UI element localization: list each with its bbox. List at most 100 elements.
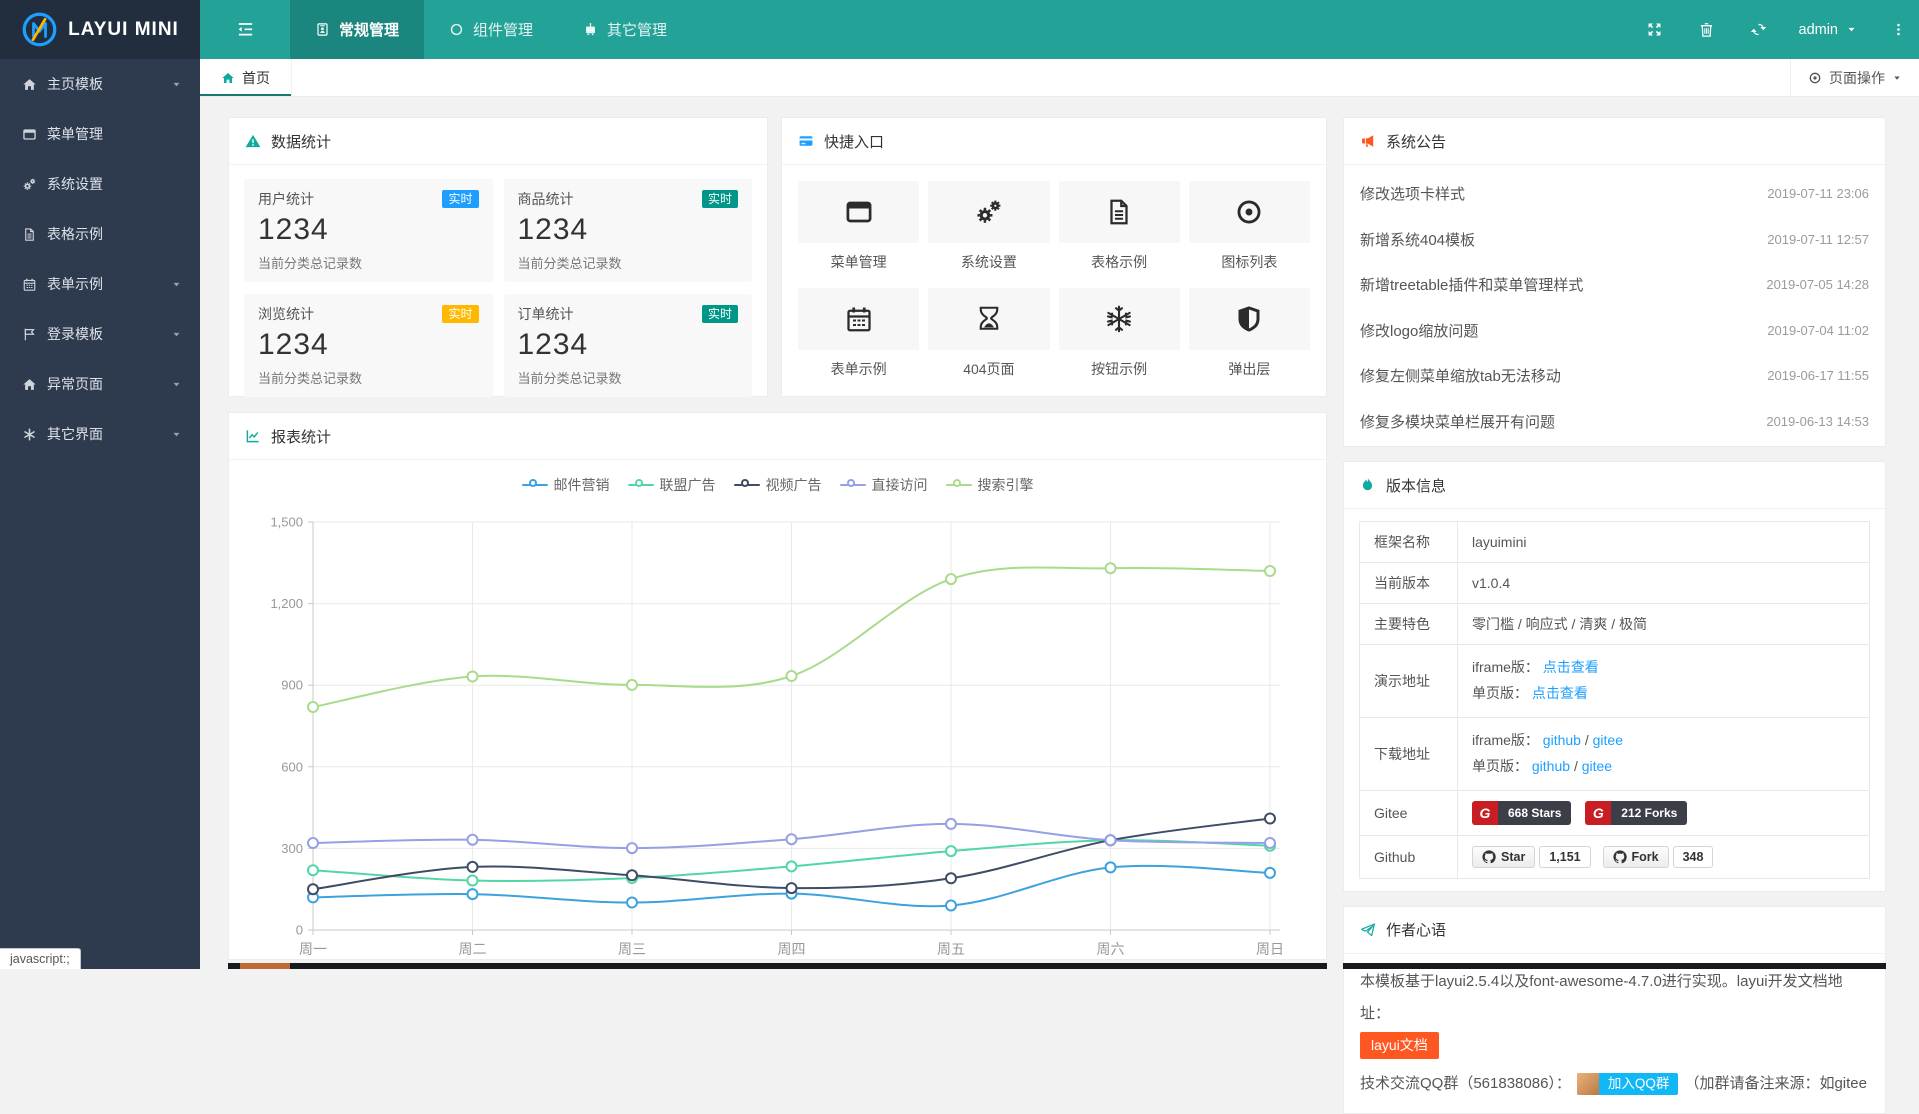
stat-card-value: 1234 — [518, 213, 739, 247]
layui-doc-button[interactable]: layui文档 — [1360, 1032, 1439, 1059]
legend-marker — [522, 479, 548, 491]
caret-down-icon — [1892, 73, 1902, 83]
shortcut-弹出层[interactable]: 弹出层 — [1189, 288, 1310, 379]
refresh-button[interactable] — [1733, 0, 1785, 59]
table-row: 下载地址 iframe版： github / gitee 单页版： github… — [1360, 717, 1870, 790]
gitee-forks-badge[interactable]: G 212 Forks — [1585, 801, 1687, 825]
sidebar-item-菜单管理[interactable]: 菜单管理 — [0, 109, 200, 159]
shortcut-图标列表[interactable]: 图标列表 — [1189, 181, 1310, 272]
row-label: 主要特色 — [1360, 604, 1458, 645]
panel-data-stats: 数据统计 用户统计实时1234当前分类总记录数商品统计实时1234当前分类总记录… — [228, 117, 768, 397]
github-star-button[interactable]: Star — [1472, 846, 1535, 868]
announcement-date: 2019-07-11 23:06 — [1767, 186, 1869, 201]
row-value: G 668 Stars G 212 Forks — [1458, 790, 1870, 835]
download-iframe-github-link[interactable]: github — [1543, 732, 1581, 748]
shortcut-tile — [1189, 288, 1310, 350]
sidebar-item-label: 异常页面 — [47, 374, 161, 394]
download-iframe-gitee-link[interactable]: gitee — [1593, 732, 1623, 748]
github-fork-count[interactable]: 348 — [1673, 846, 1714, 868]
gears-icon — [22, 177, 37, 192]
more-menu-button[interactable] — [1877, 0, 1919, 59]
caret-down-icon — [171, 279, 182, 290]
demo-iframe-link[interactable]: 点击查看 — [1543, 659, 1599, 675]
top-menu-item-label: 常规管理 — [339, 19, 399, 40]
shortcut-tile — [798, 181, 919, 243]
snowflake-icon — [1104, 304, 1134, 334]
stat-card-title: 用户统计 — [258, 189, 314, 209]
top-menu-item-常规管理[interactable]: 常规管理 — [290, 0, 424, 59]
demo-spa-link[interactable]: 点击查看 — [1532, 685, 1588, 701]
sidebar-item-登录模板[interactable]: 登录模板 — [0, 309, 200, 359]
stat-card-用户统计: 用户统计实时1234当前分类总记录数 — [244, 179, 493, 282]
sidebar-item-label: 登录模板 — [47, 324, 161, 344]
caret-down-icon — [171, 79, 182, 90]
expand-icon — [1646, 21, 1663, 38]
legend-item-联盟广告[interactable]: 联盟广告 — [628, 475, 716, 495]
sidebar-item-系统设置[interactable]: 系统设置 — [0, 159, 200, 209]
sidebar-item-label: 系统设置 — [47, 174, 182, 194]
author-intro-text: 本模板基于layui2.5.4以及font-awesome-4.7.0进行实现。… — [1360, 973, 1843, 1022]
layui-logo-icon — [21, 11, 58, 48]
shortcut-tile — [928, 181, 1049, 243]
shortcut-表单示例[interactable]: 表单示例 — [798, 288, 919, 379]
fullscreen-button[interactable] — [1629, 0, 1681, 59]
top-menu-item-其它管理[interactable]: 其它管理 — [558, 0, 692, 59]
table-row: 当前版本 v1.0.4 — [1360, 563, 1870, 604]
download-spa-github-link[interactable]: github — [1532, 758, 1570, 774]
shortcut-label: 弹出层 — [1189, 359, 1310, 379]
github-icon — [1482, 850, 1496, 864]
gitee-stars-badge[interactable]: G 668 Stars — [1472, 801, 1571, 825]
svg-text:周一: 周一 — [299, 941, 327, 957]
sidebar-item-label: 其它界面 — [47, 424, 161, 444]
legend-label: 联盟广告 — [660, 475, 716, 495]
clear-cache-button[interactable] — [1681, 0, 1733, 59]
gears-icon — [974, 197, 1004, 227]
tab-home[interactable]: 首页 — [200, 59, 292, 96]
stat-card-title: 订单统计 — [518, 304, 574, 324]
sidebar-item-表格示例[interactable]: 表格示例 — [0, 209, 200, 259]
shortcut-系统设置[interactable]: 系统设置 — [928, 181, 1049, 272]
shortcut-404页面[interactable]: 404页面 — [928, 288, 1049, 379]
announcement-text: 新增treetable插件和菜单管理样式 — [1360, 274, 1583, 295]
page-actions-dropdown[interactable]: 页面操作 — [1790, 59, 1919, 96]
shortcut-菜单管理[interactable]: 菜单管理 — [798, 181, 919, 272]
shortcut-label: 表格示例 — [1059, 252, 1180, 272]
sidebar-toggle-button[interactable] — [200, 0, 290, 59]
legend-item-搜索引擎[interactable]: 搜索引擎 — [946, 475, 1034, 495]
svg-text:周二: 周二 — [459, 941, 487, 957]
sidebar-item-其它界面[interactable]: 其它界面 — [0, 409, 200, 459]
row-value: layuimini — [1458, 522, 1870, 563]
stat-card-订单统计: 订单统计实时1234当前分类总记录数 — [504, 294, 753, 397]
header-actions: admin — [1629, 0, 1919, 59]
stat-card-desc: 当前分类总记录数 — [518, 368, 739, 387]
download-spa-gitee-link[interactable]: gitee — [1582, 758, 1612, 774]
row-label: Gitee — [1360, 790, 1458, 835]
user-menu[interactable]: admin — [1785, 22, 1878, 38]
legend-item-邮件营销[interactable]: 邮件营销 — [522, 475, 610, 495]
sidebar-item-异常页面[interactable]: 异常页面 — [0, 359, 200, 409]
sidebar-item-主页模板[interactable]: 主页模板 — [0, 59, 200, 109]
refresh-icon — [1750, 21, 1767, 38]
announcement-item: 修改选项卡样式2019-07-11 23:06 — [1360, 171, 1869, 217]
top-menu-item-组件管理[interactable]: 组件管理 — [424, 0, 558, 59]
shortcut-按钮示例[interactable]: 按钮示例 — [1059, 288, 1180, 379]
announcement-item: 新增treetable插件和菜单管理样式2019-07-05 14:28 — [1360, 262, 1869, 308]
github-fork-label: Fork — [1632, 850, 1659, 864]
sidebar-item-表单示例[interactable]: 表单示例 — [0, 259, 200, 309]
announcement-date: 2019-07-11 12:57 — [1767, 232, 1869, 247]
github-fork-button[interactable]: Fork — [1603, 846, 1669, 868]
legend-item-直接访问[interactable]: 直接访问 — [840, 475, 928, 495]
legend-item-视频广告[interactable]: 视频广告 — [734, 475, 822, 495]
home-icon — [22, 77, 37, 92]
row-value: v1.0.4 — [1458, 563, 1870, 604]
panel-report-chart: 报表统计 邮件营销联盟广告视频广告直接访问搜索引擎 03006009001,20… — [228, 412, 1327, 960]
gitee-stars-count: 668 Stars — [1498, 801, 1571, 825]
row-label: 框架名称 — [1360, 522, 1458, 563]
github-star-count[interactable]: 1,151 — [1539, 846, 1590, 868]
shortcut-表格示例[interactable]: 表格示例 — [1059, 181, 1180, 272]
join-qq-group-button[interactable]: 加入QQ群 — [1577, 1073, 1679, 1095]
circle-icon — [449, 22, 464, 37]
gitee-logo: G — [1472, 801, 1498, 825]
warning-icon — [245, 133, 261, 149]
row-value: 零门槛 / 响应式 / 清爽 / 极简 — [1458, 604, 1870, 645]
